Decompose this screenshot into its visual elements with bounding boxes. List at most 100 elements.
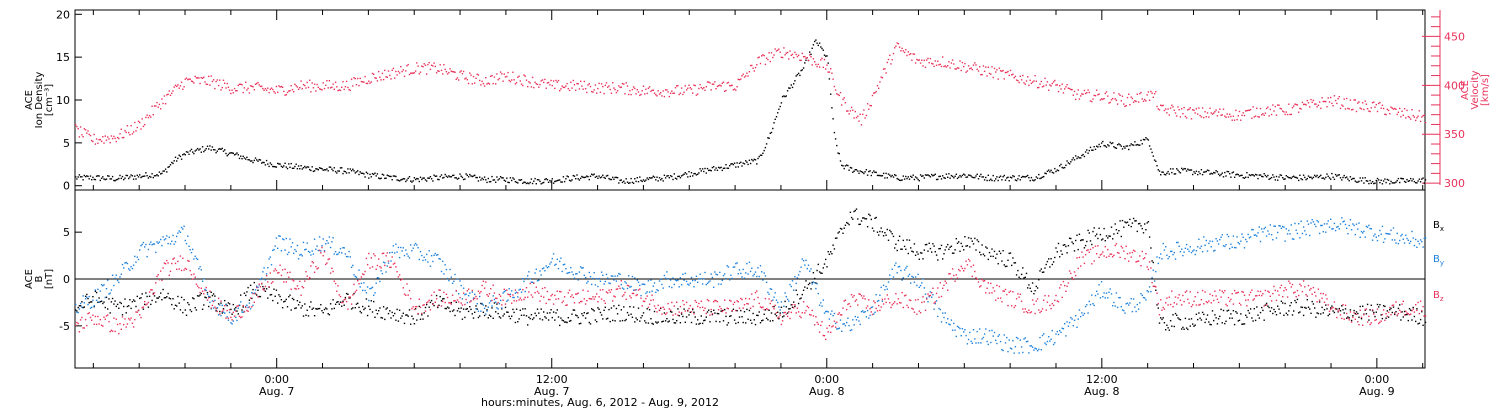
point-velocity-862 — [1136, 93, 1138, 95]
point-by-850 — [1121, 309, 1124, 311]
point-by-869 — [1145, 299, 1147, 301]
series-bx — [75, 208, 1427, 331]
point-by-239 — [369, 288, 371, 290]
point-by-364 — [523, 280, 525, 283]
point-density-583 — [793, 83, 795, 85]
point-by-587 — [797, 274, 800, 276]
point-velocity-453 — [632, 86, 635, 88]
point-by-851 — [1123, 309, 1125, 312]
point-by-446 — [624, 281, 626, 283]
point-velocity-19 — [98, 139, 100, 141]
point-bz-135 — [241, 316, 243, 318]
point-bz-48 — [134, 318, 136, 321]
point-bz-221 — [347, 308, 349, 310]
point-density-667 — [896, 177, 898, 180]
point-bx-110 — [210, 291, 212, 293]
point-bz-244 — [375, 268, 377, 270]
point-by-688 — [922, 278, 924, 280]
point-density-927 — [1216, 171, 1219, 173]
point-bx-882 — [1161, 318, 1163, 321]
point-bx-79 — [172, 298, 174, 300]
point-bz-543 — [743, 304, 746, 306]
point-velocity-909 — [1194, 112, 1196, 114]
point-velocity-1052 — [1370, 107, 1372, 109]
point-velocity-906 — [1190, 118, 1193, 120]
point-velocity-922 — [1210, 112, 1212, 114]
point-bx-576 — [784, 300, 786, 303]
point-by-695 — [931, 296, 933, 298]
point-bz-523 — [719, 305, 721, 308]
point-bz-410 — [580, 300, 582, 303]
point-by-318 — [466, 301, 468, 304]
point-velocity-401 — [568, 89, 571, 92]
point-density-171 — [285, 166, 287, 168]
point-density-294 — [437, 178, 439, 181]
point-bz-538 — [737, 301, 739, 303]
point-density-1061 — [1381, 183, 1384, 185]
point-density-399 — [566, 175, 568, 177]
point-by-457 — [637, 281, 640, 283]
point-bz-349 — [504, 303, 507, 305]
point-by-1062 — [1382, 241, 1385, 243]
point-by-558 — [762, 279, 764, 281]
point-by-643 — [866, 309, 869, 312]
point-by-138 — [245, 305, 247, 308]
point-by-188 — [306, 242, 308, 244]
point-density-943 — [1236, 173, 1238, 175]
point-bz-77 — [169, 270, 172, 272]
point-bx-346 — [501, 308, 503, 310]
point-velocity-1075 — [1399, 107, 1401, 110]
point-by-110 — [210, 308, 212, 310]
point-density-826 — [1092, 149, 1094, 151]
point-velocity-292 — [434, 65, 436, 68]
point-density-106 — [205, 148, 207, 150]
point-velocity-657 — [884, 68, 886, 70]
point-bz-214 — [338, 294, 340, 296]
point-bz-184 — [301, 285, 303, 288]
point-by-28 — [109, 292, 111, 294]
point-bx-674 — [905, 248, 907, 250]
point-density-410 — [580, 177, 582, 179]
point-bx-381 — [544, 316, 546, 318]
point-by-728 — [971, 342, 973, 344]
point-density-516 — [710, 170, 712, 172]
point-velocity-429 — [603, 92, 605, 95]
point-velocity-595 — [807, 59, 810, 62]
point-velocity-469 — [652, 89, 654, 91]
point-by-1087 — [1413, 244, 1416, 247]
point-velocity-136 — [242, 91, 244, 94]
point-velocity-1084 — [1410, 118, 1412, 120]
point-bz-399 — [566, 304, 568, 306]
point-density-165 — [278, 163, 280, 165]
point-by-994 — [1299, 237, 1301, 239]
right-tick-label-300: 300 — [1444, 177, 1465, 190]
point-by-566 — [772, 299, 774, 301]
point-density-588 — [799, 74, 801, 77]
point-by-895 — [1177, 241, 1179, 244]
point-bx-500 — [690, 321, 693, 324]
point-by-942 — [1235, 247, 1237, 249]
point-velocity-569 — [775, 50, 778, 52]
point-density-974 — [1274, 179, 1276, 181]
point-density-761 — [1012, 175, 1014, 177]
point-by-216 — [341, 252, 343, 254]
point-by-485 — [672, 277, 674, 279]
point-bx-511 — [704, 319, 706, 321]
point-bx-91 — [187, 302, 189, 304]
point-velocity-102 — [200, 77, 202, 79]
point-bx-738 — [983, 255, 986, 257]
point-by-921 — [1209, 240, 1211, 242]
point-bx-261 — [396, 308, 398, 311]
point-density-445 — [623, 180, 625, 182]
point-velocity-641 — [864, 117, 866, 119]
point-velocity-868 — [1144, 98, 1146, 101]
point-by-901 — [1184, 247, 1187, 249]
point-density-478 — [663, 174, 666, 176]
point-bx-467 — [650, 318, 652, 320]
point-bx-787 — [1044, 267, 1046, 269]
point-bx-877 — [1155, 289, 1157, 291]
point-velocity-790 — [1048, 89, 1050, 91]
point-density-981 — [1283, 178, 1285, 180]
point-bx-792 — [1050, 258, 1052, 260]
point-density-74 — [166, 171, 168, 173]
